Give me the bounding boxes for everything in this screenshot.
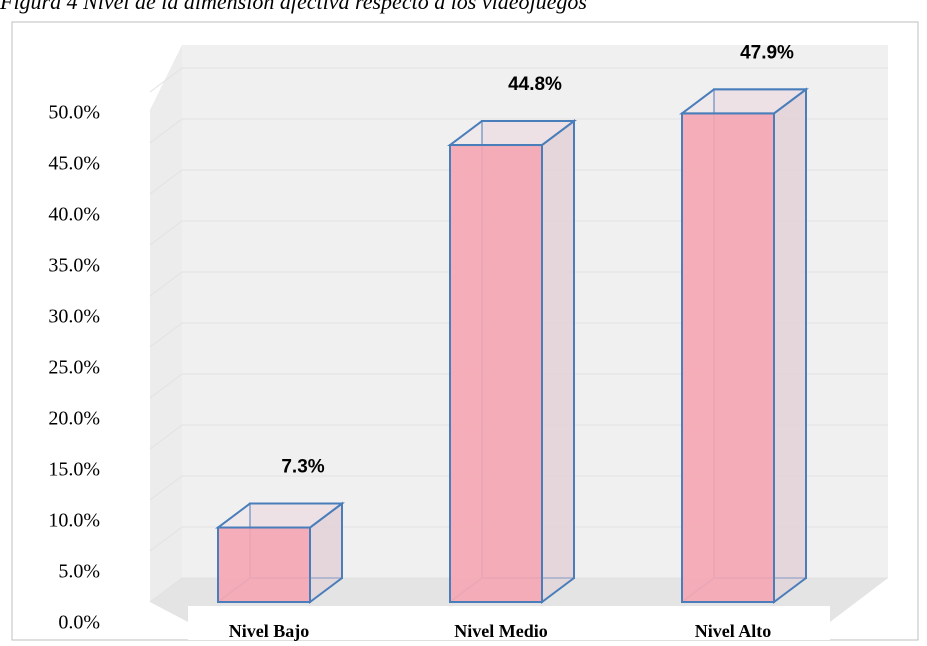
y-tick-label: 50.0% [48,102,100,124]
x-tick-label: Nivel Alto [695,621,772,641]
grid-line-side [149,220,183,246]
grid-line-side [149,118,183,144]
label-strip [188,606,830,640]
grid-line-side [149,67,183,93]
side-wall [150,45,182,602]
y-tick-label: 45.0% [48,153,100,175]
bar [449,144,543,603]
y-tick-label: 25.0% [48,357,100,379]
grid-line-side [149,373,183,399]
bar-top [679,88,809,115]
grid-line-side [149,526,183,552]
y-tick-label: 20.0% [48,408,100,430]
data-label: 44.8% [508,74,562,95]
grid-line-side [149,475,183,501]
x-tick-label: Nivel Medio [454,621,547,641]
grid-line-side [149,322,183,348]
y-tick-label: 15.0% [48,459,100,481]
y-tick-label: 0.0% [58,612,100,634]
bar [681,112,775,603]
x-tick-label: Nivel Bajo [229,621,310,641]
grid-line-side [149,169,183,195]
bar-side [541,119,575,604]
grid-line-side [149,577,183,603]
grid-line-side [149,271,183,297]
bar-side [773,87,807,604]
chart-title: Figura 4 Nivel de la dimensión afectiva … [0,0,587,14]
bar-top [446,120,578,147]
data-label: 47.9% [740,42,794,63]
bar [217,526,311,603]
y-tick-label: 5.0% [58,561,100,583]
grid-line-side [149,424,183,450]
y-tick-label: 35.0% [48,255,100,277]
y-tick-label: 30.0% [48,306,100,328]
bar-top [214,502,346,529]
y-tick-label: 40.0% [48,204,100,226]
y-tick-label: 10.0% [48,510,100,532]
data-label: 7.3% [281,457,324,478]
